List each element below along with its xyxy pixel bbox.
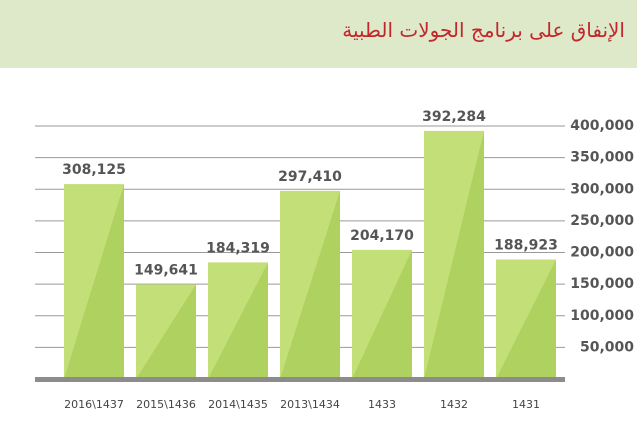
y-tick-label: 300,000: [570, 181, 634, 197]
x-tick-label: 1431: [512, 398, 540, 411]
bar: [208, 262, 268, 379]
y-tick-label: 50,000: [580, 339, 634, 355]
y-tick-label: 150,000: [570, 276, 634, 292]
value-label: 204,170: [350, 228, 414, 244]
bar: [64, 184, 124, 379]
y-tick-label: 250,000: [570, 213, 634, 229]
y-tick-label: 350,000: [570, 150, 634, 166]
value-label: 184,319: [206, 240, 270, 256]
x-tick-label: 2014\1435: [208, 398, 268, 411]
baseline: [35, 377, 565, 382]
x-tick-label: 2016\1437: [64, 398, 124, 411]
value-label: 392,284: [422, 109, 486, 125]
bar: [136, 284, 196, 379]
x-tick-label: 1433: [368, 398, 396, 411]
bar: [424, 130, 484, 379]
value-label: 188,923: [494, 238, 558, 254]
bar: [496, 259, 556, 379]
chart-title: الإنفاق على برنامج الجولات الطبية: [342, 18, 625, 42]
x-tick-label: 1432: [440, 398, 468, 411]
y-tick-label: 400,000: [570, 118, 634, 134]
value-label: 149,641: [134, 262, 198, 278]
bar: [352, 249, 412, 379]
x-tick-label: 2015\1436: [136, 398, 196, 411]
value-label: 297,410: [278, 169, 342, 185]
y-tick-label: 100,000: [570, 308, 634, 324]
value-label: 308,125: [62, 162, 126, 178]
y-tick-label: 200,000: [570, 245, 634, 261]
bar: [280, 190, 340, 379]
header-band: [0, 0, 637, 68]
x-tick-label: 2013\1434: [280, 398, 340, 411]
